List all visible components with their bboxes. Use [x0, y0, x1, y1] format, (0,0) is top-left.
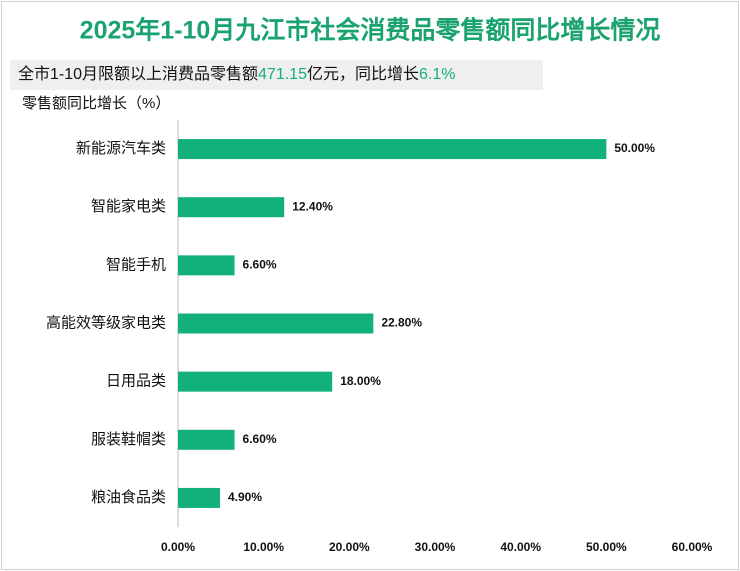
y-tick-label: 高能效等级家电类 — [46, 313, 166, 331]
x-tick-label: 30.00% — [415, 540, 456, 554]
subtitle-highlight: 6.1% — [418, 66, 456, 83]
x-tick-label: 60.00% — [672, 540, 713, 554]
value-label: 50.00% — [614, 141, 655, 155]
y-tick-label: 日用品类 — [106, 373, 166, 390]
value-label: 22.80% — [381, 316, 422, 330]
value-label: 6.60% — [243, 432, 277, 446]
bar — [178, 487, 220, 508]
subtitle-text: 亿元，同比增长 — [306, 66, 419, 83]
y-tick-label: 智能家电类 — [91, 197, 166, 215]
bar — [178, 371, 333, 392]
bar — [178, 197, 285, 218]
y-tick-label: 粮油食品类 — [91, 489, 166, 506]
x-tick-label: 20.00% — [329, 540, 370, 554]
subtitle: 全市1-10月限额以上消费品零售额471.15亿元，同比增长6.1% — [10, 60, 543, 90]
value-label: 6.60% — [243, 258, 277, 272]
x-tick-label: 40.00% — [500, 540, 541, 554]
x-tick-label: 10.00% — [243, 540, 284, 554]
bar — [178, 139, 607, 160]
y-tick-label: 服装鞋帽类 — [91, 431, 166, 448]
bar — [178, 255, 235, 276]
subtitle-highlight: 471.15 — [258, 66, 307, 83]
bar — [178, 429, 235, 450]
axis-label: 零售额同比增长（%） — [22, 95, 170, 112]
value-label: 12.40% — [292, 199, 333, 213]
y-tick-label: 新能源汽车类 — [76, 140, 166, 157]
value-label: 4.90% — [228, 490, 262, 504]
x-tick-label: 0.00% — [161, 540, 195, 554]
value-label: 18.00% — [340, 374, 381, 388]
bar — [178, 313, 374, 334]
y-tick-label: 智能手机 — [106, 255, 166, 273]
subtitle-text: 全市1-10月限额以上消费品零售额 — [18, 66, 259, 83]
x-tick-label: 50.00% — [586, 540, 627, 554]
chart-title: 2025年1-10月九江市社会消费品零售额同比增长情况 — [80, 16, 661, 45]
